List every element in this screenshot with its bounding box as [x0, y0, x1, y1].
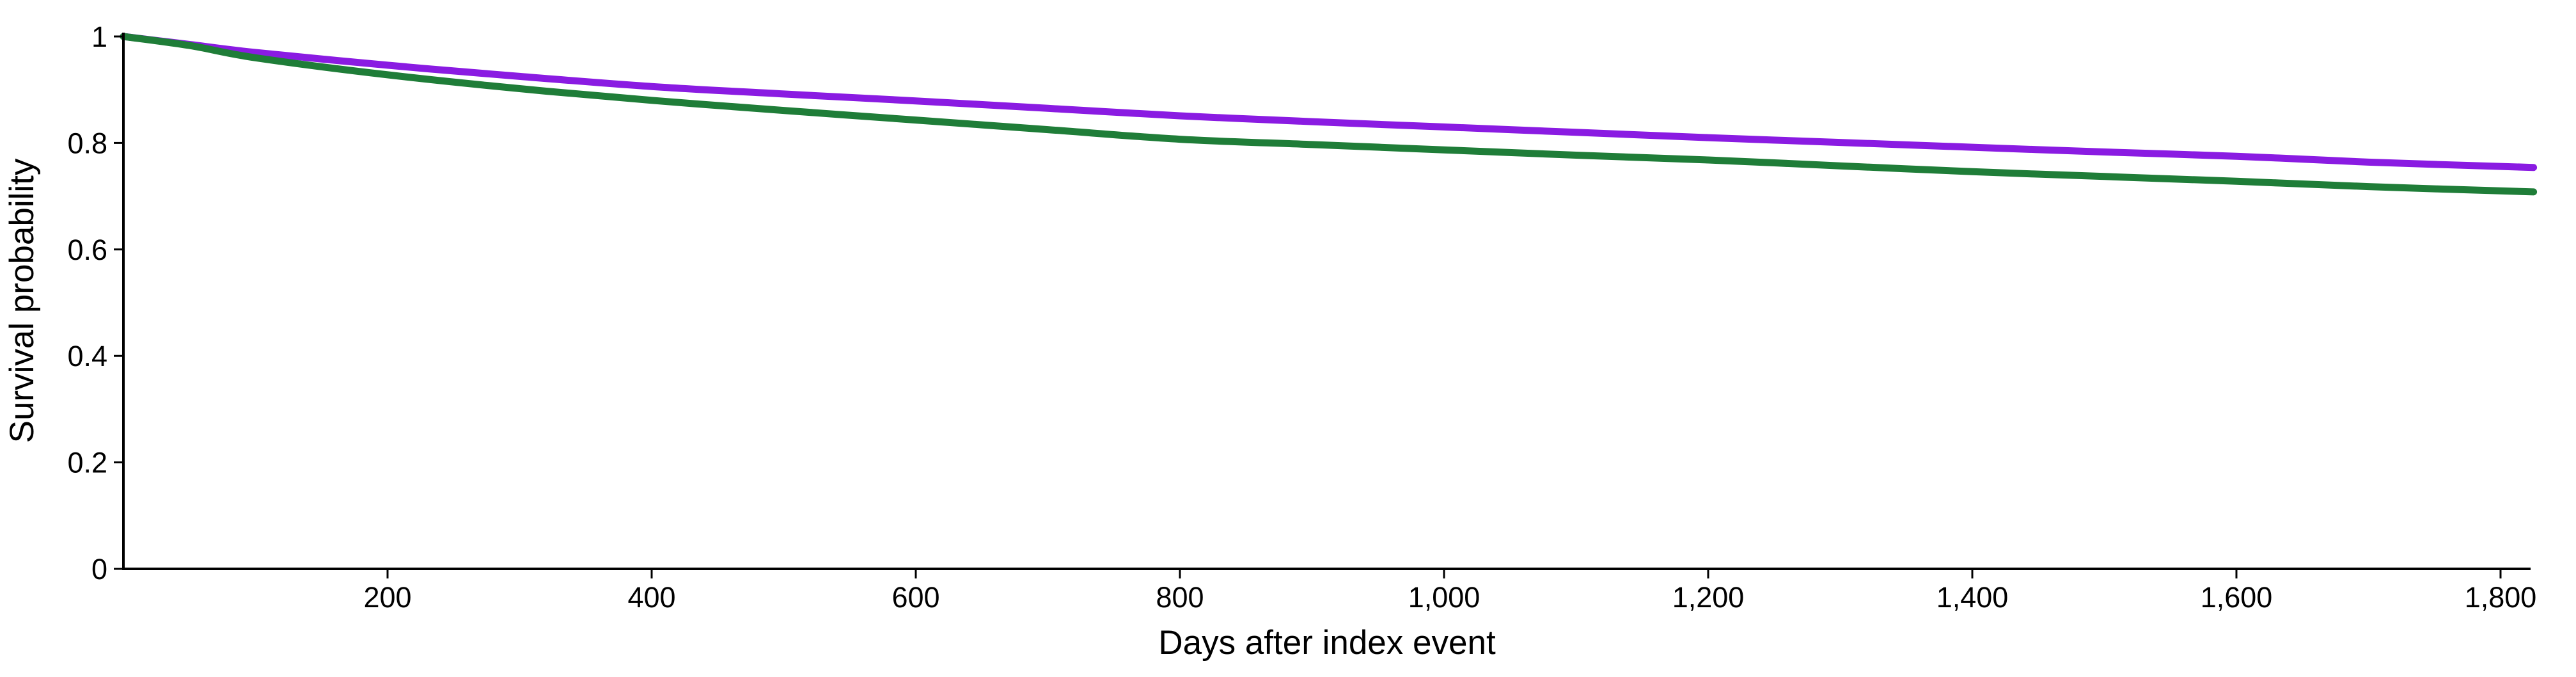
y-axis-ticks: 0 0.2 0.4 0.6 0.8 1 [67, 20, 123, 585]
y-tick-label: 0.8 [67, 127, 107, 159]
y-tick-label: 1 [91, 20, 107, 53]
x-tick-label: 1,000 [1408, 581, 1480, 614]
y-tick-label: 0.2 [67, 447, 107, 479]
x-tick-label: 800 [1156, 581, 1204, 614]
x-tick-label: 400 [627, 581, 675, 614]
x-tick-label: 1,200 [1672, 581, 1745, 614]
y-tick-label: 0 [91, 553, 107, 585]
series-purple-line [120, 33, 2538, 171]
x-tick-label: 1,400 [1936, 581, 2009, 614]
series-green-line [120, 33, 2538, 196]
x-axis-ticks: 200 400 600 800 1,000 1,200 1,400 1,600 1,800 [363, 569, 2536, 614]
y-axis-title: Survival probability [3, 158, 41, 443]
x-axis-title: Days after index event [1158, 624, 1496, 662]
x-tick-label: 1,600 [2201, 581, 2273, 614]
y-tick-label: 0.4 [67, 340, 107, 372]
y-tick-label: 0.6 [67, 234, 107, 266]
x-tick-label: 200 [363, 581, 411, 614]
x-tick-label: 600 [891, 581, 939, 614]
x-tick-label: 1,800 [2465, 581, 2537, 614]
